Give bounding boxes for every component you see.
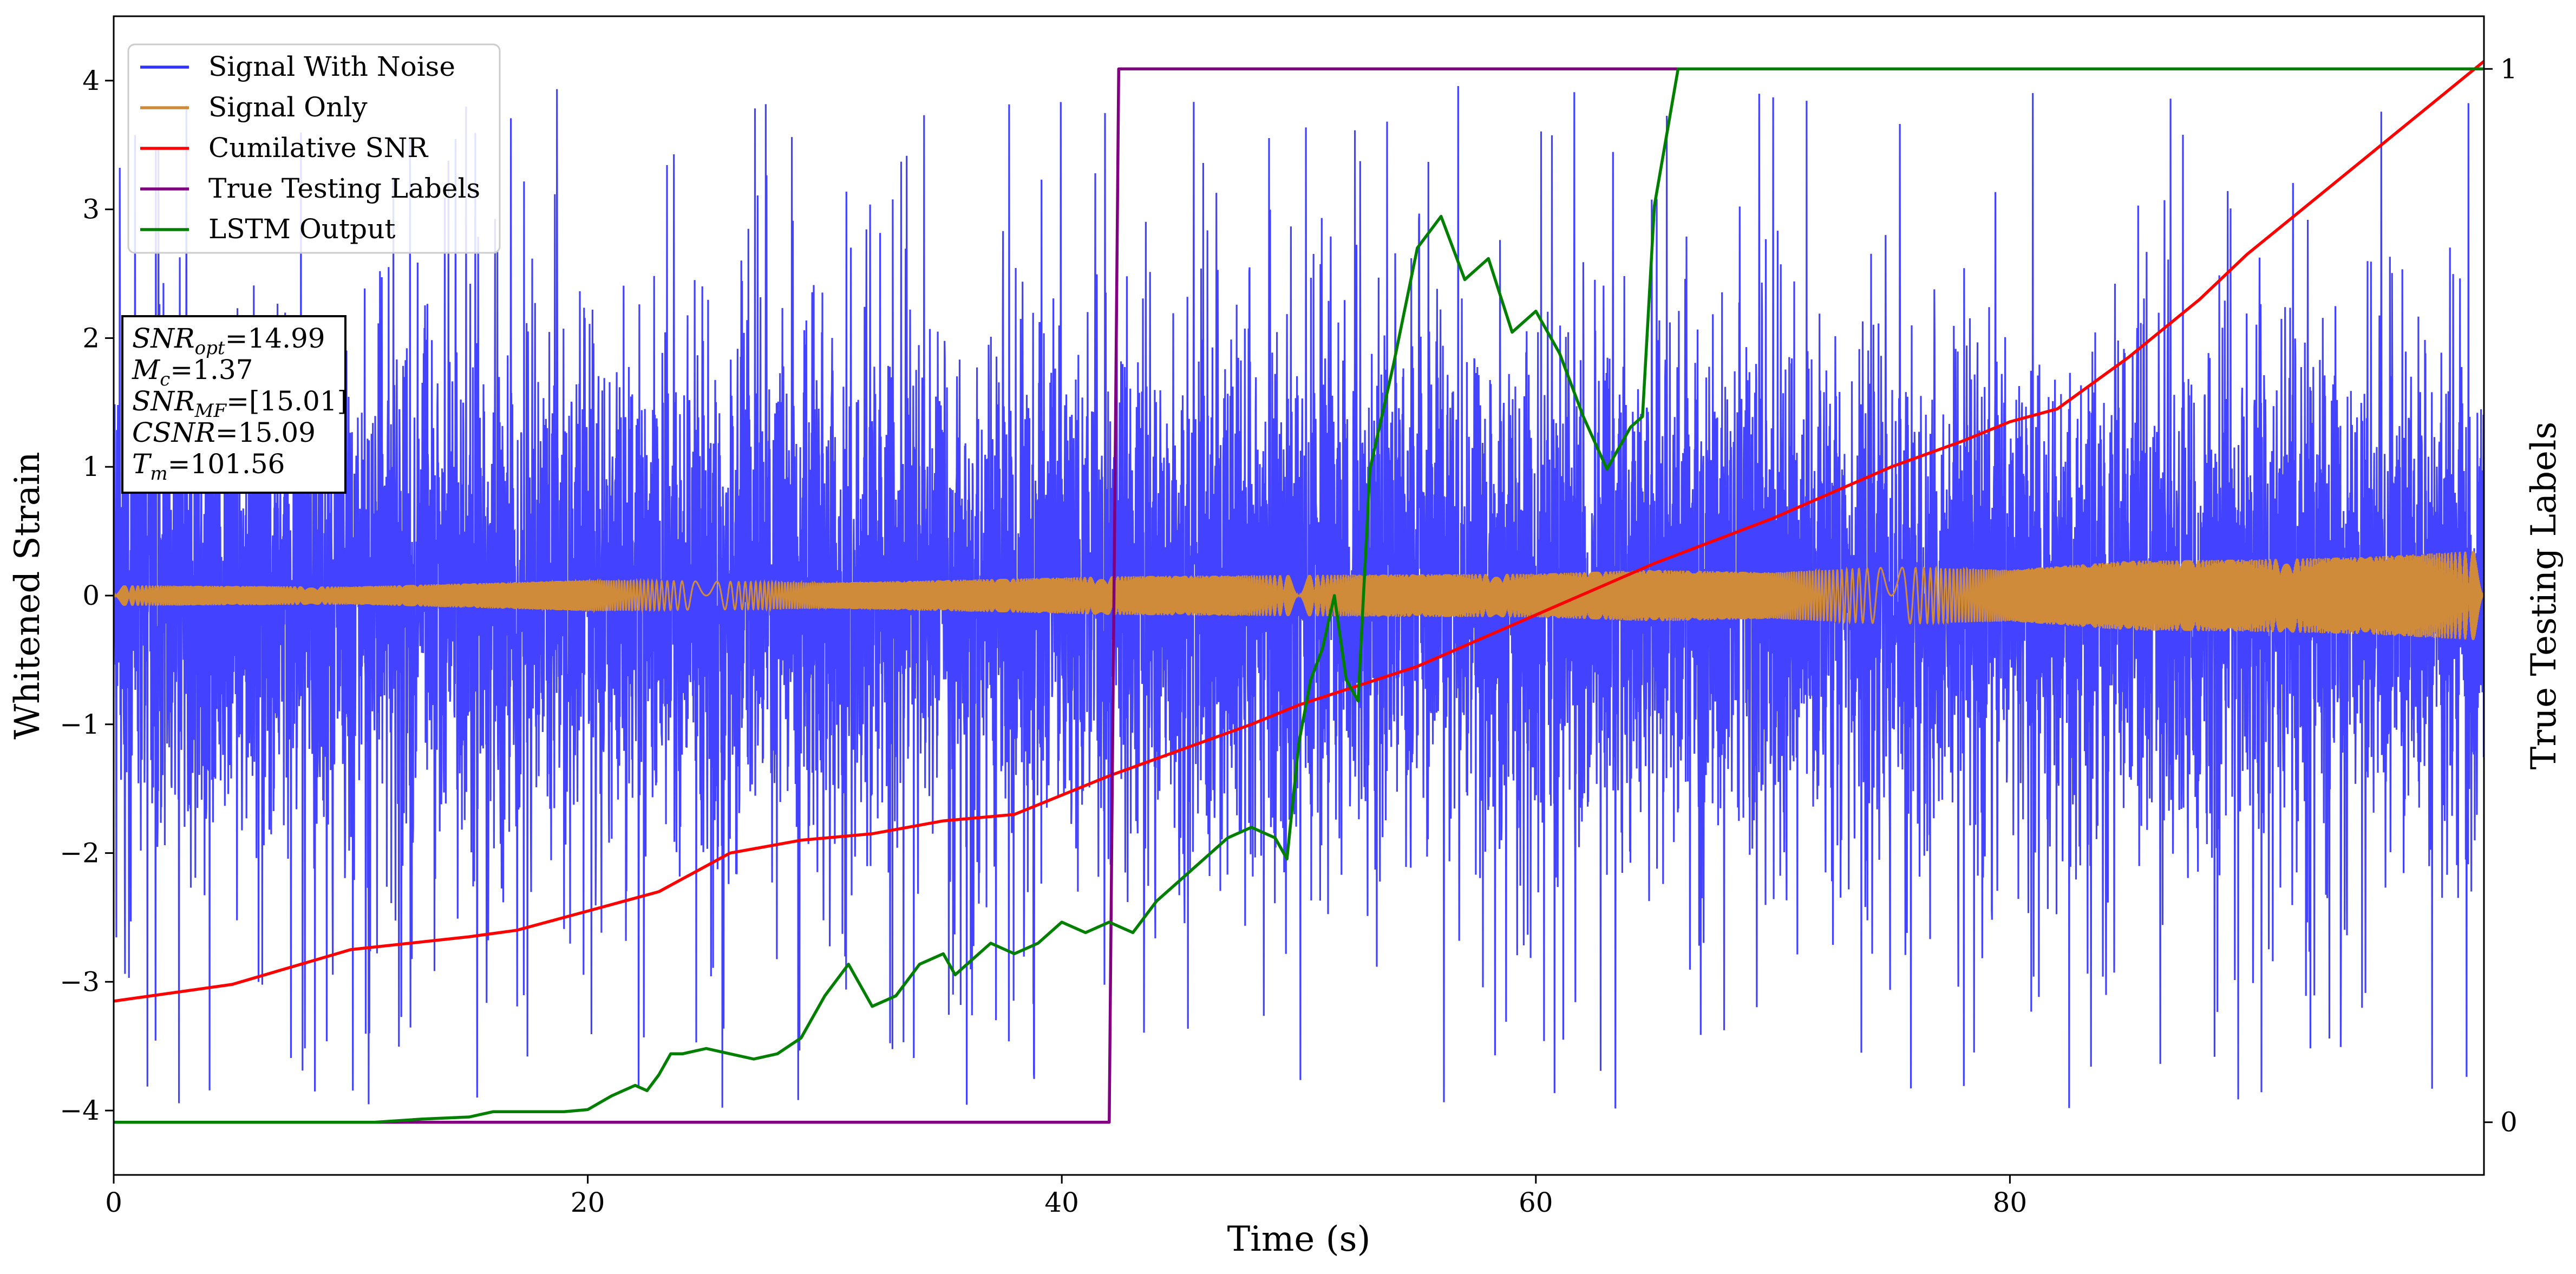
y-tick-label: −2	[60, 838, 100, 869]
y-tick-label: −3	[60, 966, 100, 997]
y-right-tick-label: 1	[2500, 53, 2518, 84]
x-axis-title: Time (s)	[1227, 1219, 1371, 1259]
plot-area	[114, 60, 2484, 1124]
y-right-tick-label: 0	[2500, 1107, 2518, 1138]
legend-label-signal-with-noise: Signal With Noise	[208, 51, 455, 82]
legend-label-cumilative-snr: Cumilative SNR	[208, 132, 428, 164]
x-tick-label: 20	[571, 1187, 605, 1218]
series-lstm-output	[114, 67, 2484, 1124]
legend-label-signal-only: Signal Only	[208, 92, 368, 123]
y-axis-left: −4 −3 −2 −1 0 1 2 3 4	[60, 65, 114, 1126]
y-tick-label: 2	[82, 322, 100, 354]
x-tick-label: 40	[1044, 1187, 1079, 1218]
annotation-line: Mc=1.37	[132, 354, 253, 390]
x-axis: 0 20 40 60 80	[105, 1175, 2027, 1218]
y-axis-right: 01	[2484, 53, 2518, 1138]
legend-frame	[127, 43, 501, 254]
y-tick-label: −1	[60, 709, 100, 740]
annotation-line: SNRMF=[15.01]	[132, 386, 348, 422]
x-tick-label: 0	[105, 1187, 122, 1218]
series-signal-with-noise	[114, 86, 2484, 1109]
series-signal-only	[114, 551, 2484, 641]
series-cumilative-snr	[114, 60, 2484, 1003]
annotation-frame	[121, 315, 346, 494]
y-tick-label: 1	[82, 451, 100, 482]
y-tick-label: 4	[82, 65, 100, 96]
legend-label-true-testing-labels: True Testing Labels	[208, 173, 480, 204]
y-tick-label: 3	[82, 194, 100, 225]
parameter-annotation-box: SNRopt=14.99Mc=1.37SNRMF=[15.01]CSNR=15.…	[121, 315, 348, 494]
y-axis-title: Whitened Strain	[8, 452, 48, 739]
annotation-line: CSNR=15.09	[132, 417, 316, 448]
x-tick-label: 80	[1993, 1187, 2028, 1218]
y-tick-label: 0	[82, 580, 100, 611]
legend-label-lstm-output: LSTM Output	[208, 213, 395, 245]
x-tick-label: 60	[1519, 1187, 1553, 1218]
y-tick-label: −4	[60, 1095, 100, 1126]
y-axis-right-title: True Testing Labels	[2524, 422, 2564, 770]
annotation-line: SNRopt=14.99	[132, 323, 325, 359]
annotation-line: Tm=101.56	[132, 448, 285, 485]
legend: Signal With Noise Signal Only Cumilative S…	[127, 43, 501, 254]
